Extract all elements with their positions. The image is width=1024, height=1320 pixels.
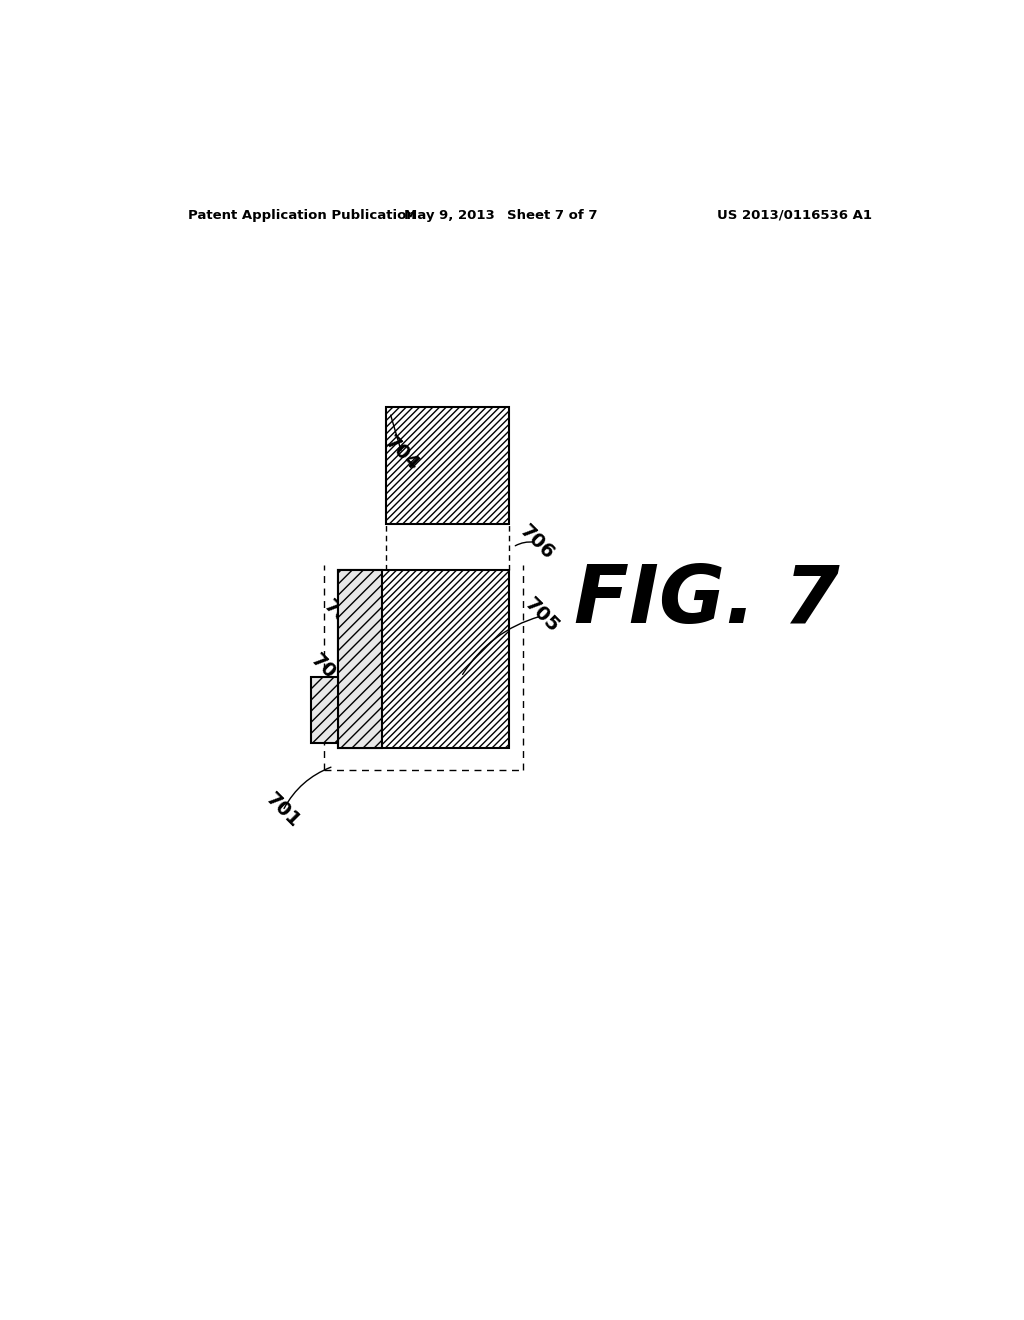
Text: 706: 706: [516, 521, 558, 564]
Text: 704: 704: [381, 432, 423, 474]
Text: Patent Application Publication: Patent Application Publication: [187, 209, 416, 222]
Text: 701: 701: [262, 789, 304, 832]
Bar: [310, 677, 338, 743]
Bar: [338, 570, 509, 748]
Bar: [338, 570, 382, 748]
Bar: [338, 570, 382, 748]
Bar: [310, 677, 338, 743]
Bar: [338, 570, 509, 748]
Bar: [386, 408, 509, 524]
Text: May 9, 2013: May 9, 2013: [404, 209, 495, 222]
Text: FIG. 7: FIG. 7: [574, 561, 841, 639]
Text: 705: 705: [521, 595, 563, 636]
Text: 702: 702: [307, 651, 349, 693]
Bar: [386, 408, 509, 524]
Text: US 2013/0116536 A1: US 2013/0116536 A1: [717, 209, 872, 222]
Text: Sheet 7 of 7: Sheet 7 of 7: [507, 209, 598, 222]
Text: 703: 703: [319, 597, 361, 639]
